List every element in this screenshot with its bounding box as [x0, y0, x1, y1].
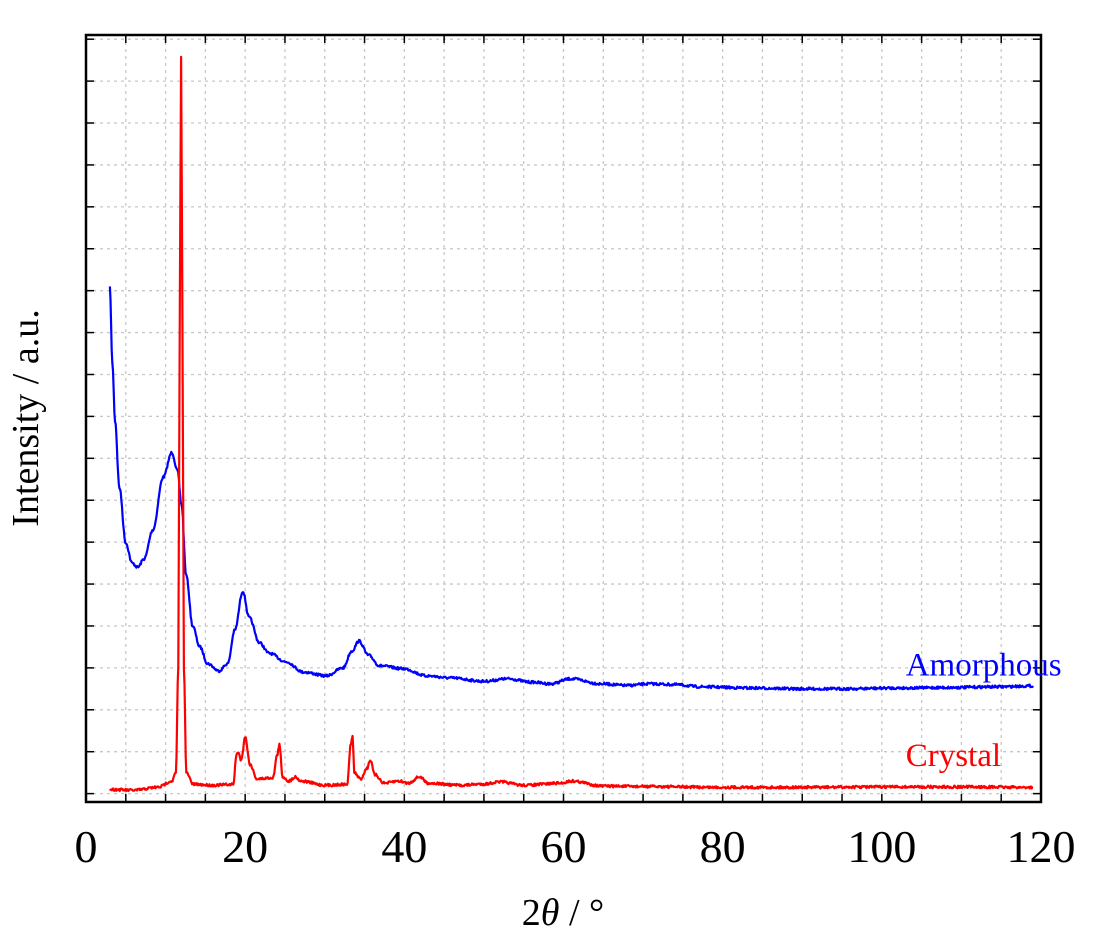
- annotation-crystal: Crystal: [906, 738, 1001, 774]
- x-tick-label: 80: [700, 821, 746, 872]
- x-tick-label: 120: [1007, 821, 1076, 872]
- y-axis-label: Intensity / a.u.: [5, 309, 47, 526]
- x-tick-label: 20: [222, 821, 268, 872]
- x-tick-label: 60: [541, 821, 587, 872]
- x-axis-label: 2θ / °: [522, 892, 604, 934]
- grid: [86, 35, 1041, 802]
- series-line-crystal: [109, 55, 1034, 793]
- series-line-amorphous: [108, 286, 1034, 692]
- x-tick-label: 0: [75, 821, 98, 872]
- x-tick-label: 100: [847, 821, 916, 872]
- annotation-amorphous: Amorphous: [906, 648, 1062, 684]
- x-tick-labels: 0 20 40 60 80 100 120: [75, 821, 1076, 872]
- x-tick-label: 40: [381, 821, 427, 872]
- ticks: [86, 35, 1041, 802]
- series-group: [108, 55, 1034, 793]
- annotations: Amorphous Crystal: [906, 648, 1062, 774]
